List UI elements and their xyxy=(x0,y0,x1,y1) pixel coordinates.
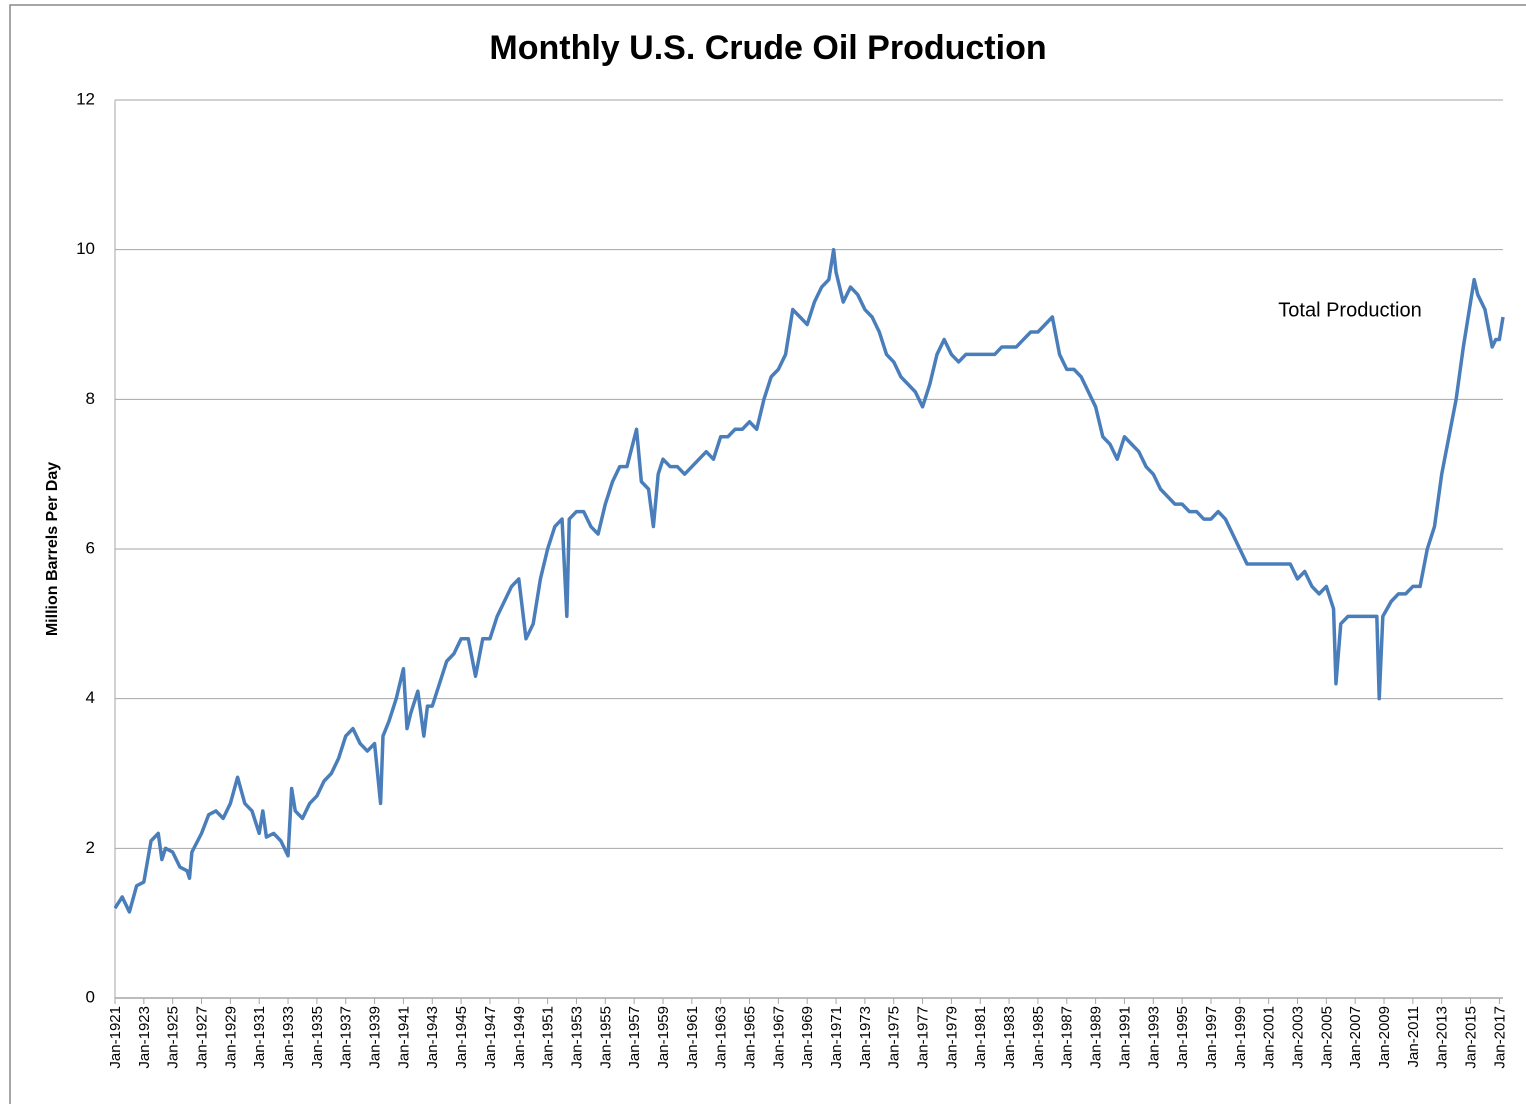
x-tick-label: Jan-1953 xyxy=(568,1006,585,1069)
x-tick-label: Jan-1969 xyxy=(799,1006,816,1069)
x-tick-label: Jan-1993 xyxy=(1145,1006,1162,1069)
x-tick-label: Jan-1991 xyxy=(1116,1006,1133,1069)
x-tick-label: Jan-1927 xyxy=(193,1006,210,1069)
x-tick-label: Jan-1983 xyxy=(1001,1006,1018,1069)
x-tick-label: Jan-1973 xyxy=(857,1006,874,1069)
x-tick-label: Jan-1987 xyxy=(1059,1006,1076,1069)
chart-title: Monthly U.S. Crude Oil Production xyxy=(489,29,1046,67)
data-line xyxy=(113,247,1505,914)
x-tick-label: Jan-2017 xyxy=(1491,1006,1508,1069)
x-tick-label: Jan-2007 xyxy=(1347,1006,1364,1069)
x-tick-label: Jan-1925 xyxy=(165,1006,182,1069)
x-tick-label: Jan-1939 xyxy=(367,1006,384,1069)
x-tick-label: Jan-1947 xyxy=(482,1006,499,1069)
y-tick-label: 8 xyxy=(86,389,95,408)
y-axis-label: Million Barrels Per Day xyxy=(44,462,61,636)
y-tick-label: 0 xyxy=(86,987,95,1006)
x-tick-label: Jan-1963 xyxy=(713,1006,730,1069)
x-tick-label: Jan-1921 xyxy=(107,1006,124,1069)
x-tick-label: Jan-1959 xyxy=(655,1006,672,1069)
x-tick-label: Jan-1957 xyxy=(626,1006,643,1069)
x-tick-label: Jan-1999 xyxy=(1232,1006,1249,1069)
x-tick-label: Jan-2009 xyxy=(1376,1006,1393,1069)
x-tick-label: Jan-1929 xyxy=(222,1006,239,1069)
x-tick-label: Jan-1951 xyxy=(540,1006,557,1069)
x-tick-label: Jan-1933 xyxy=(280,1006,297,1069)
x-tick-label: Jan-1995 xyxy=(1174,1006,1191,1069)
x-tick-label: Jan-1931 xyxy=(251,1006,268,1069)
chart-frame xyxy=(9,4,1526,1104)
x-tick-label: Jan-1981 xyxy=(972,1006,989,1069)
y-tick-label: 10 xyxy=(76,239,95,258)
x-tick-label: Jan-2015 xyxy=(1463,1006,1480,1069)
x-tick-label: Jan-2001 xyxy=(1261,1006,1278,1069)
x-tick-label: Jan-1971 xyxy=(828,1006,845,1069)
x-tick-label: Jan-1967 xyxy=(770,1006,787,1069)
y-tick-label: 2 xyxy=(86,838,95,857)
x-tick-label: Jan-1965 xyxy=(741,1006,758,1069)
x-tick-label: Jan-2003 xyxy=(1289,1006,1306,1069)
x-tick-label: Jan-1941 xyxy=(395,1006,412,1069)
x-tick-label: Jan-1977 xyxy=(915,1006,932,1069)
x-tick-label: Jan-1943 xyxy=(424,1006,441,1069)
x-tick-label: Jan-1937 xyxy=(338,1006,355,1069)
x-tick-label: Jan-1923 xyxy=(136,1006,153,1069)
series-label: Total Production xyxy=(1278,299,1421,321)
x-tick-label: Jan-1985 xyxy=(1030,1006,1047,1069)
y-tick-label: 12 xyxy=(76,89,95,108)
y-tick-label: 6 xyxy=(86,538,95,557)
x-tick-label: Jan-2013 xyxy=(1434,1006,1451,1069)
x-tick-label: Jan-1935 xyxy=(309,1006,326,1069)
x-tick-label: Jan-1975 xyxy=(886,1006,903,1069)
x-tick-label: Jan-2005 xyxy=(1318,1006,1335,1069)
y-tick-label: 4 xyxy=(86,688,95,707)
x-tick-label: Jan-1949 xyxy=(511,1006,528,1069)
x-tick-label: Jan-1997 xyxy=(1203,1006,1220,1069)
x-tick-label: Jan-1955 xyxy=(597,1006,614,1069)
x-tick-label: Jan-2011 xyxy=(1405,1006,1422,1067)
x-tick-label: Jan-1945 xyxy=(453,1006,470,1069)
x-tick-label: Jan-1961 xyxy=(684,1006,701,1069)
x-tick-label: Jan-1979 xyxy=(943,1006,960,1069)
x-tick-label: Jan-1989 xyxy=(1088,1006,1105,1069)
